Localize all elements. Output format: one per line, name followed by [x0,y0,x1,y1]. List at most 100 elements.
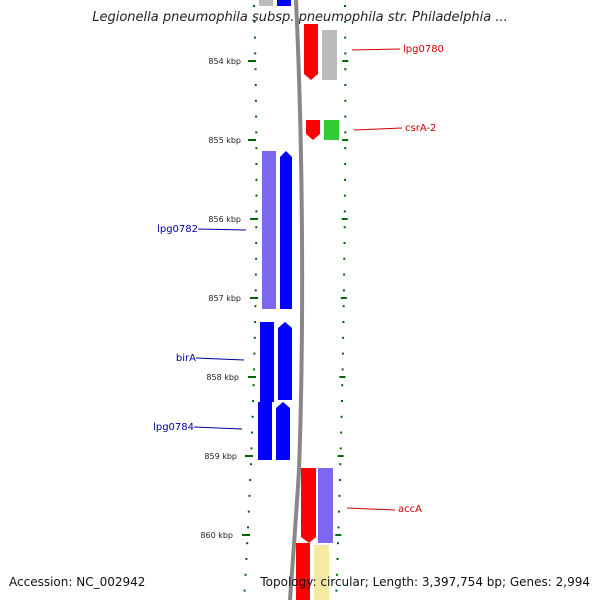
feature-lpg0780-cds [322,30,337,80]
minor-tick [255,115,258,118]
minor-tick [344,99,347,102]
minor-tick [344,20,347,23]
minor-tick [255,210,258,213]
leader-lpg0780 [351,48,401,51]
minor-tick [344,115,347,118]
minor-tick [342,305,345,308]
minor-tick [244,573,247,576]
minor-tick [254,321,257,323]
minor-tick [254,273,257,276]
minor-tick [255,226,258,229]
minor-tick [252,400,255,402]
minor-tick [342,336,345,339]
minor-tick [254,84,257,86]
scale-label-854: 854 kbp [208,57,241,66]
leader-accA [346,507,396,511]
minor-tick [255,147,258,150]
minor-tick [255,131,258,134]
major-tick [335,534,342,536]
minor-tick [254,99,257,102]
minor-tick [247,510,250,513]
minor-tick [343,242,346,244]
major-tick [337,455,344,457]
gene-label-birA[interactable]: birA [176,353,196,364]
scale-label-859: 859 kbp [204,452,237,461]
minor-tick [338,510,340,513]
gene-label-accA[interactable]: accA [398,504,422,515]
minor-tick [254,289,257,292]
scale-label-857: 857 kbp [208,294,241,303]
scale-label-855: 855 kbp [208,136,241,145]
feature-top-blue [277,0,291,6]
scale: 854 kbp 855 kbp 856 kbp 857 kbp 858 kbp … [200,57,258,540]
minor-tick [344,163,347,165]
minor-tick [335,589,338,592]
minor-tick [253,20,256,23]
gene-label-lpg0782[interactable]: lpg0782 [157,224,198,235]
major-tick [339,376,346,378]
feature-birA-cds [260,322,274,402]
minor-tick [245,558,248,560]
minor-tick [253,368,255,371]
leader-csrA-2 [353,127,403,131]
minor-tick [344,36,347,39]
minor-tick [254,68,257,71]
left-tick-track [243,5,258,592]
right-tick-track [335,5,349,592]
scale-label-856: 856 kbp [208,215,241,224]
minor-tick [254,305,257,308]
minor-tick [335,573,338,576]
minor-tick [253,336,256,339]
minor-tick [341,368,344,371]
minor-tick [248,494,251,497]
gene-label-csrA-2[interactable]: csrA-2 [405,123,436,134]
minor-tick [344,84,347,86]
leader-lpg0784 [193,426,243,430]
minor-tick [344,5,346,7]
leader-birA [195,357,245,361]
minor-tick [246,542,249,545]
minor-tick [338,479,341,481]
minor-tick [337,542,339,545]
minor-tick [343,273,346,276]
feature-bottom-red [296,543,310,600]
minor-tick [338,494,341,497]
feature-lpg0782-cds [262,151,276,309]
minor-tick [249,479,252,481]
reverse-strand-features [258,0,292,460]
forward-strand-features [296,24,339,600]
minor-tick [339,463,342,466]
feature-top-gray [259,0,273,6]
major-tick [341,218,348,220]
genome-backbone [288,0,305,600]
minor-tick [249,463,252,466]
minor-tick [339,447,342,450]
minor-tick [337,526,340,529]
minor-tick [344,52,347,55]
gene-label-lpg0784[interactable]: lpg0784 [153,422,194,433]
minor-tick [340,431,343,434]
minor-tick [344,68,347,71]
minor-tick [343,226,346,229]
genome-stats-text: Topology: circular; Length: 3,397,754 bp… [260,575,590,589]
minor-tick [342,289,345,292]
feature-lpg0784-cds [258,402,272,460]
minor-tick [255,163,258,165]
feature-lpg0780-gene [304,24,318,80]
minor-tick [243,589,246,592]
gene-label-lpg0780[interactable]: lpg0780 [403,44,444,55]
feature-accA-gene [301,468,316,543]
minor-tick [253,36,256,39]
minor-tick [344,147,347,150]
minor-tick [343,257,346,260]
major-tick [340,297,347,299]
accession-text: Accession: NC_002942 [9,575,146,589]
minor-tick [344,178,346,181]
minor-tick [247,526,249,529]
minor-tick [251,415,254,418]
major-tick [342,60,349,62]
minor-tick [341,352,344,355]
scale-label-858: 858 kbp [206,373,239,382]
minor-tick [343,194,346,197]
